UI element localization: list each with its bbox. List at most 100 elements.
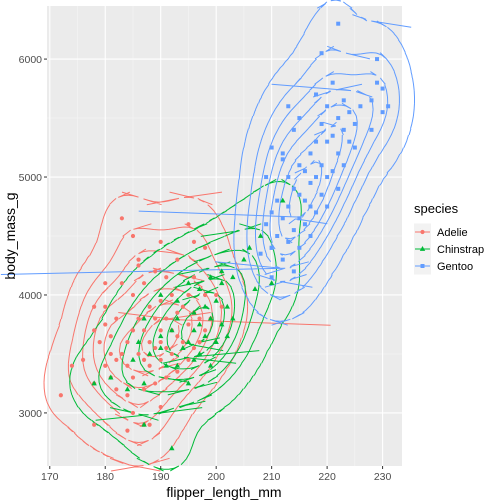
data-point-gentoo [308, 234, 313, 238]
data-point-chinstrap [174, 315, 181, 321]
data-point-chinstrap [163, 362, 169, 368]
legend: species Adelie Chinstrap Gentoo [414, 201, 484, 275]
data-point-adelie [153, 316, 158, 321]
data-point-adelie [186, 222, 191, 227]
legend-label-adelie: Adelie [437, 227, 468, 239]
data-point-gentoo [314, 210, 319, 215]
data-point-adelie [125, 428, 130, 433]
data-point-gentoo [336, 21, 341, 26]
data-point-chinstrap [191, 327, 197, 333]
density-contour-chinstrap [121, 248, 260, 396]
data-point-adelie [175, 369, 180, 374]
data-point-adelie [103, 363, 108, 368]
data-point-gentoo [302, 169, 307, 174]
data-point-gentoo [314, 175, 319, 180]
data-point-gentoo [369, 98, 374, 103]
data-point-gentoo [280, 151, 285, 156]
data-point-chinstrap [246, 244, 253, 250]
data-point-gentoo [319, 121, 324, 126]
data-point-gentoo [280, 216, 285, 221]
data-point-chinstrap [130, 356, 136, 362]
data-point-adelie [119, 216, 124, 221]
data-point-gentoo [286, 204, 291, 209]
data-point-gentoo [341, 127, 346, 132]
data-point-adelie [130, 328, 136, 333]
data-point-adelie [158, 298, 163, 303]
data-point-adelie [114, 387, 119, 392]
data-point-adelie [153, 269, 158, 274]
data-point-adelie [147, 422, 152, 427]
data-point-gentoo [330, 169, 335, 174]
data-point-gentoo [264, 175, 269, 180]
data-point-gentoo [302, 222, 307, 227]
data-point-chinstrap [202, 333, 208, 339]
data-point-adelie [191, 239, 197, 244]
data-point-adelie [164, 275, 169, 280]
axis-ticks: 170 180 190 200 210 220 230 3000 4000 5000 6000 [19, 54, 392, 483]
x-tick-label: 170 [41, 471, 59, 483]
data-point-chinstrap [280, 197, 286, 203]
data-point-adelie [158, 340, 163, 345]
data-point-gentoo [269, 210, 274, 215]
data-point-chinstrap [91, 380, 97, 386]
data-point-adelie [147, 340, 152, 345]
data-point-chinstrap [230, 274, 236, 280]
data-point-gentoo [369, 127, 374, 132]
data-point-chinstrap [158, 291, 164, 297]
legend-label-chinstrap: Chinstrap [437, 244, 484, 256]
data-point-adelie [175, 334, 180, 339]
data-point-chinstrap [213, 339, 219, 345]
data-point-gentoo [347, 139, 352, 144]
density-contour-chinstrap [95, 223, 277, 421]
points-adelie [58, 216, 224, 433]
data-point-chinstrap [224, 303, 230, 309]
legend-key-marker-chinstrap [419, 246, 426, 251]
data-point-chinstrap [158, 333, 164, 339]
data-point-adelie [103, 322, 108, 327]
data-point-chinstrap [141, 315, 147, 321]
data-point-adelie [197, 340, 202, 345]
data-point-adelie [103, 304, 108, 309]
data-point-gentoo [275, 198, 280, 203]
data-point-chinstrap [230, 315, 236, 321]
data-point-gentoo [291, 269, 296, 274]
y-tick-label: 4000 [19, 290, 43, 302]
data-point-gentoo [286, 239, 291, 244]
data-point-gentoo [347, 110, 352, 115]
x-tick-label: 180 [96, 471, 114, 483]
y-tick-label: 3000 [19, 408, 43, 420]
data-point-adelie [186, 322, 191, 327]
data-point-gentoo [336, 186, 341, 191]
data-point-adelie [92, 422, 97, 427]
data-point-chinstrap [207, 362, 214, 368]
data-point-gentoo [297, 216, 302, 221]
data-point-chinstrap [252, 286, 258, 291]
data-point-adelie [180, 304, 185, 309]
y-axis-title: body_mass_g [2, 192, 18, 279]
data-point-chinstrap [135, 339, 142, 345]
data-point-adelie [169, 292, 174, 298]
data-point-adelie [186, 292, 191, 298]
data-point-gentoo [308, 204, 313, 209]
data-point-gentoo [352, 121, 357, 126]
data-point-adelie [175, 310, 180, 315]
data-point-chinstrap [124, 386, 131, 392]
x-tick-label: 210 [263, 471, 281, 483]
data-point-chinstrap [180, 345, 186, 350]
data-point-chinstrap [141, 380, 147, 386]
density-contour-gentoo [269, 102, 358, 256]
data-point-gentoo [319, 163, 324, 168]
data-point-chinstrap [141, 421, 147, 427]
data-point-gentoo [297, 192, 302, 197]
data-point-chinstrap [196, 286, 203, 291]
data-point-chinstrap [196, 350, 203, 356]
data-point-gentoo [336, 116, 341, 121]
data-point-chinstrap [202, 303, 208, 309]
legend-title: species [414, 201, 459, 216]
data-point-adelie [219, 304, 224, 309]
data-point-adelie [130, 233, 136, 239]
data-point-adelie [175, 257, 180, 262]
density-contour-gentoo [246, 45, 400, 301]
data-point-gentoo [297, 245, 302, 250]
